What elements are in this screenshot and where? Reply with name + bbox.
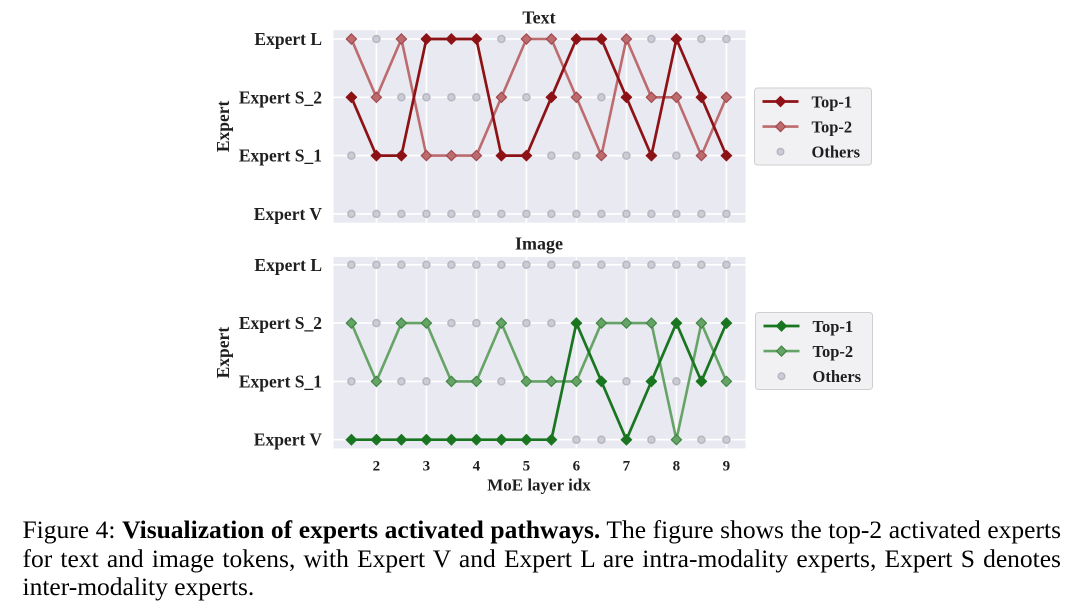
svg-text:Expert S_1: Expert S_1 — [239, 371, 322, 391]
svg-text:Expert S_2: Expert S_2 — [239, 87, 322, 107]
svg-text:Expert S_2: Expert S_2 — [239, 313, 322, 333]
svg-text:4: 4 — [473, 459, 481, 475]
svg-text:Top-1: Top-1 — [812, 92, 853, 111]
svg-text:Others: Others — [813, 367, 862, 386]
svg-text:6: 6 — [573, 459, 581, 475]
svg-text:Expert L: Expert L — [254, 255, 322, 275]
svg-text:Expert V: Expert V — [254, 204, 323, 224]
svg-text:Top-1: Top-1 — [813, 317, 854, 336]
svg-text:Others: Others — [812, 143, 861, 162]
svg-text:Expert S_1: Expert S_1 — [239, 146, 322, 166]
svg-text:Expert: Expert — [213, 327, 233, 379]
svg-text:2: 2 — [373, 459, 381, 475]
svg-text:8: 8 — [673, 459, 681, 475]
svg-text:Expert V: Expert V — [254, 430, 323, 450]
svg-text:Top-2: Top-2 — [812, 117, 853, 136]
svg-text:Top-2: Top-2 — [813, 342, 854, 361]
svg-text:5: 5 — [523, 459, 531, 475]
svg-text:Image: Image — [515, 234, 563, 254]
svg-text:3: 3 — [423, 459, 431, 475]
svg-text:9: 9 — [723, 459, 731, 475]
svg-text:MoE layer idx: MoE layer idx — [487, 476, 591, 495]
svg-text:7: 7 — [623, 459, 631, 475]
svg-text:Expert L: Expert L — [254, 29, 322, 49]
svg-text:Text: Text — [522, 8, 555, 28]
svg-text:Expert: Expert — [213, 100, 233, 152]
